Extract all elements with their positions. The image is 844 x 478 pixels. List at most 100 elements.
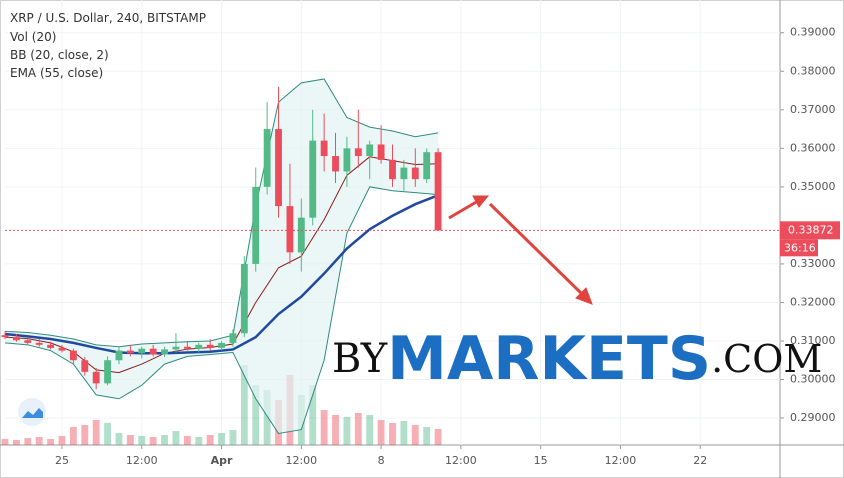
candle-body	[309, 140, 317, 218]
y-tick-label: 0.29000	[790, 411, 836, 424]
candle-body	[24, 340, 32, 343]
volume-bar	[229, 430, 237, 445]
volume-bar	[411, 425, 419, 445]
candle-body	[377, 144, 385, 160]
x-tick-label: 12:00	[126, 454, 158, 467]
ema-line	[4, 194, 439, 355]
candle-body	[81, 360, 89, 372]
candle-body	[195, 344, 203, 349]
volume-bar	[47, 439, 55, 445]
watermark-suffix: .COM	[711, 337, 822, 381]
indicator-label: BB (20, close, 2)	[10, 48, 109, 62]
y-tick-label: 0.30000	[790, 373, 836, 386]
volume-bar	[24, 438, 32, 445]
candle-body	[343, 148, 351, 172]
candle-body	[161, 349, 168, 355]
countdown-label: 36:16	[784, 241, 816, 254]
logo	[18, 398, 46, 426]
bb-upper	[4, 78, 439, 348]
volume-bar	[240, 365, 248, 445]
candle-body	[400, 167, 408, 180]
candle-body	[434, 152, 442, 231]
candle-body	[332, 156, 339, 172]
candle-body	[423, 152, 431, 180]
band-fill	[5, 78, 439, 434]
volume-bar	[126, 435, 134, 445]
candle-body	[92, 371, 100, 384]
x-tick-label: 22	[693, 454, 707, 467]
watermark: BYMARKETS.COM	[332, 324, 822, 394]
volume-bar	[400, 421, 408, 445]
chart-title: XRP / U.S. Dollar, 240, BITSTAMP	[10, 11, 206, 25]
candle-body	[297, 217, 305, 253]
candle-body	[12, 337, 20, 341]
y-tick-label: 0.32000	[790, 295, 836, 308]
candle-body	[47, 344, 55, 348]
volume-bar	[206, 435, 214, 445]
y-tick-label: 0.39000	[790, 26, 836, 39]
candle-body	[35, 342, 43, 345]
arrow-head	[472, 195, 490, 208]
volume-bar	[252, 385, 260, 445]
candle-body	[275, 129, 282, 207]
y-tick-label: 0.31000	[790, 334, 836, 347]
volume-bar	[263, 390, 271, 445]
y-tick-label: 0.38000	[790, 64, 836, 77]
candle-body	[218, 342, 225, 348]
x-tick-label: Apr	[211, 454, 233, 467]
countdown-badge	[780, 239, 818, 257]
plot-area	[1, 0, 780, 445]
candle-body	[58, 347, 66, 351]
indicator-label: EMA (55, close)	[10, 66, 103, 80]
x-tick-label: 12:00	[285, 454, 317, 467]
candle-body	[389, 159, 396, 180]
volume-bar	[104, 423, 111, 445]
volume-bar	[309, 385, 317, 445]
y-tick-label: 0.37000	[790, 103, 836, 116]
candle-body	[1, 335, 9, 338]
candle-body	[149, 348, 157, 355]
volume-bar	[12, 440, 20, 445]
arrow-segment	[488, 202, 584, 296]
candle-body	[320, 140, 328, 157]
candle-body	[411, 167, 419, 180]
candle-body	[263, 129, 271, 187]
volume-bar	[332, 415, 339, 445]
candle-body	[240, 263, 248, 334]
last-price-badge	[780, 221, 840, 240]
volume-bar	[195, 437, 203, 445]
volume-bar	[343, 417, 351, 445]
arrow	[448, 195, 593, 305]
candle-body	[229, 333, 237, 343]
candle-body	[286, 206, 294, 253]
x-tick-label: 12:00	[605, 454, 637, 467]
volume-bar	[138, 436, 146, 445]
candle-body	[115, 350, 123, 361]
x-tick-label: 15	[534, 454, 548, 467]
volume-bar	[35, 437, 43, 445]
y-tick-label: 0.35000	[790, 180, 836, 193]
volume-bar	[377, 420, 385, 445]
volume-bar	[92, 420, 100, 445]
bb-lower	[4, 186, 439, 434]
candle-body	[104, 360, 111, 384]
candle-body	[172, 346, 180, 350]
volume-bar	[115, 433, 123, 445]
x-tick-label: 12:00	[445, 454, 477, 467]
logo-badge	[18, 398, 46, 426]
volume-bar	[172, 431, 180, 445]
x-tick-label: 8	[378, 454, 385, 467]
candle-body	[206, 344, 214, 348]
volume-bar	[354, 413, 362, 445]
volume-bar	[69, 427, 77, 445]
volume-bar	[320, 410, 328, 445]
volume-bar	[161, 435, 168, 445]
x-tick-label: 25	[55, 454, 69, 467]
logo-icon	[22, 408, 43, 418]
volume-bar	[389, 423, 396, 445]
arrow-segment	[448, 199, 479, 220]
watermark-main: MARKETS	[387, 324, 711, 394]
candle-body	[366, 144, 374, 157]
